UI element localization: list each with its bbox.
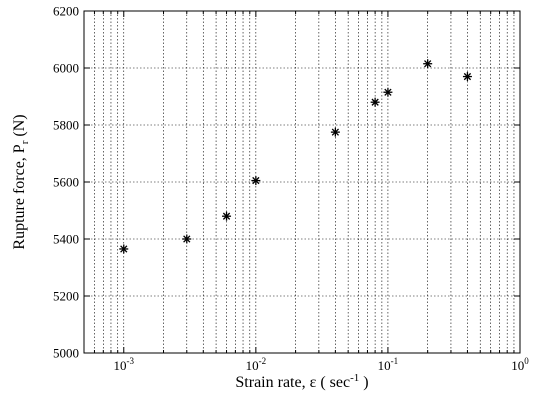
y-tick-label: 5000 [53, 346, 79, 361]
x-tick-label: 10-2 [246, 356, 267, 373]
y-tick-label: 5400 [53, 232, 79, 247]
data-point [462, 72, 472, 82]
x-axis-label: Strain rate, ε ( sec-1 ) [235, 372, 368, 391]
y-tick-labels: 5000 5200 5400 5600 5800 6000 6200 [53, 4, 79, 361]
y-tick-label: 5600 [53, 175, 79, 190]
y-tick-label: 6000 [53, 61, 79, 76]
y-tick-label: 5800 [53, 118, 79, 133]
y-tick-label: 5200 [53, 289, 79, 304]
y-axis-label: Rupture force, Pr (N) [11, 114, 31, 249]
tick-marks [83, 10, 521, 354]
data-point [383, 87, 393, 97]
data-point [423, 59, 433, 69]
x-tick-label: 10-1 [378, 356, 399, 373]
x-tick-labels: 10-3 10-2 10-1 100 [114, 356, 530, 373]
grid-lines [84, 11, 520, 353]
y-tick-label: 6200 [53, 4, 79, 19]
data-point [251, 176, 261, 186]
data-point [330, 127, 340, 137]
x-tick-label: 10-3 [114, 356, 135, 373]
data-point [119, 244, 129, 254]
data-point [222, 211, 232, 221]
data-point [182, 234, 192, 244]
data-points [119, 59, 472, 254]
x-tick-label: 100 [511, 356, 529, 373]
data-point [370, 97, 380, 107]
